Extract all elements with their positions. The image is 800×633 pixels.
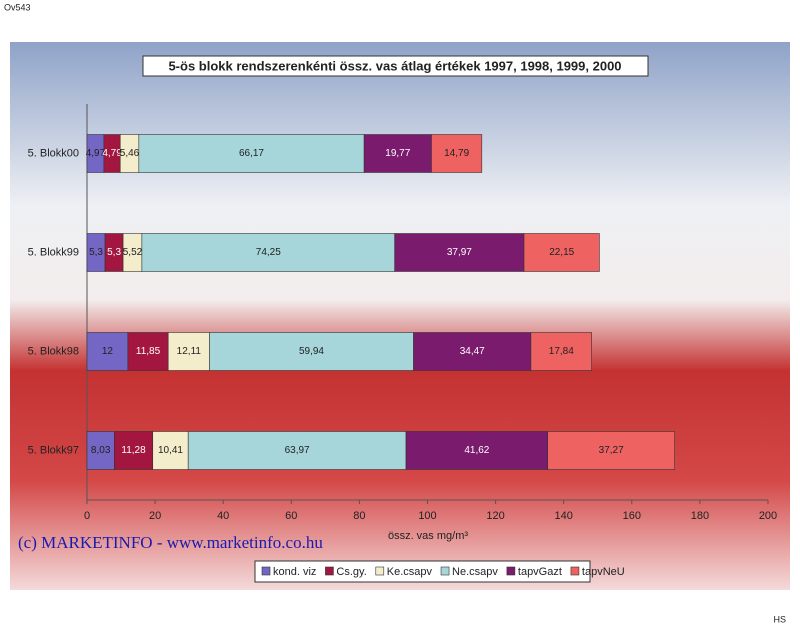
legend-swatch [261, 566, 271, 576]
bar-segment [86, 332, 129, 371]
chart-background [10, 42, 790, 590]
value-label: 12,11 [177, 346, 202, 357]
bar-segment [152, 431, 189, 470]
bar-segment [530, 332, 592, 371]
legend-swatch [570, 566, 580, 576]
bar-segment [114, 431, 154, 470]
legend-swatch [506, 566, 516, 576]
value-label: 4,97 [86, 148, 106, 159]
legend-label: Cs.gy. [336, 566, 366, 578]
bar-segment [523, 233, 600, 272]
value-label: 5,52 [123, 247, 143, 258]
bar-segment [138, 134, 365, 173]
value-label: 11,28 [121, 445, 146, 456]
x-tick-label: 160 [623, 510, 641, 522]
value-label: 41,62 [464, 445, 489, 456]
legend-box [254, 560, 591, 583]
value-label: 12 [102, 346, 114, 357]
y-tick-label: 5. Blokk99 [28, 246, 79, 258]
legend-label: Ne.csapv [452, 566, 498, 578]
value-label: 59,94 [299, 346, 324, 357]
value-label: 14,79 [444, 148, 469, 159]
legend-label: tapvNeU [582, 566, 625, 578]
x-tick-label: 0 [84, 510, 90, 522]
bar-segment [405, 431, 549, 470]
legend-swatch [325, 566, 334, 576]
x-tick-label: 80 [353, 510, 365, 522]
bar-segment [394, 233, 525, 272]
value-label: 37,27 [599, 445, 624, 456]
value-label: 11,85 [136, 346, 161, 357]
y-tick-label: 5. Blokk97 [28, 444, 79, 456]
x-tick-label: 20 [149, 510, 161, 522]
title-box [142, 55, 649, 77]
value-label: 63,97 [285, 445, 310, 456]
legend-label: tapvGazt [518, 566, 562, 578]
x-tick-label: 120 [486, 510, 504, 522]
x-tick-label: 40 [217, 510, 229, 522]
value-label: 8,03 [91, 445, 111, 456]
bar-segment [209, 332, 414, 371]
legend-label: kond. viz [273, 566, 316, 578]
x-tick-label: 180 [691, 510, 709, 522]
bar-segment [431, 134, 483, 173]
value-label: 5,3 [107, 247, 121, 258]
value-label: 34,47 [460, 346, 485, 357]
bar-segment [187, 431, 407, 470]
value-label: 22,15 [549, 247, 574, 258]
y-tick-label: 5. Blokk98 [28, 345, 79, 357]
value-label: 17,84 [549, 346, 574, 357]
value-label: 5,46 [120, 148, 140, 159]
x-tick-label: 140 [555, 510, 573, 522]
value-label: 10,41 [158, 445, 183, 456]
bar-segment [547, 431, 675, 470]
bar-segment [86, 431, 115, 470]
chart-title: 5-ös blokk rendszerenkénti össz. vas átl… [168, 58, 621, 73]
bar-segment [167, 332, 210, 371]
value-label: 74,25 [256, 247, 281, 258]
value-label: 19,77 [385, 148, 410, 159]
legend-swatch [440, 566, 450, 576]
corner-label: Ov543 [4, 2, 31, 12]
value-label: 37,97 [447, 247, 472, 258]
bar-segment [127, 332, 169, 371]
x-axis-label: össz. vas mg/m³ [388, 530, 468, 542]
x-tick-label: 100 [418, 510, 436, 522]
legend-label: Ke.csapv [387, 566, 433, 578]
x-tick-label: 200 [759, 510, 777, 522]
value-label: 5,3 [89, 247, 103, 258]
value-label: 66,17 [239, 148, 264, 159]
legend-swatch [375, 566, 385, 576]
value-label: 4,79 [102, 148, 122, 159]
watermark: (c) MARKETINFO - www.marketinfo.co.hu [18, 533, 323, 552]
footer-mark: HS [773, 614, 786, 624]
bar-segment [141, 233, 396, 272]
bar-segment [413, 332, 532, 371]
y-tick-label: 5. Blokk00 [28, 147, 79, 159]
x-tick-label: 60 [285, 510, 297, 522]
